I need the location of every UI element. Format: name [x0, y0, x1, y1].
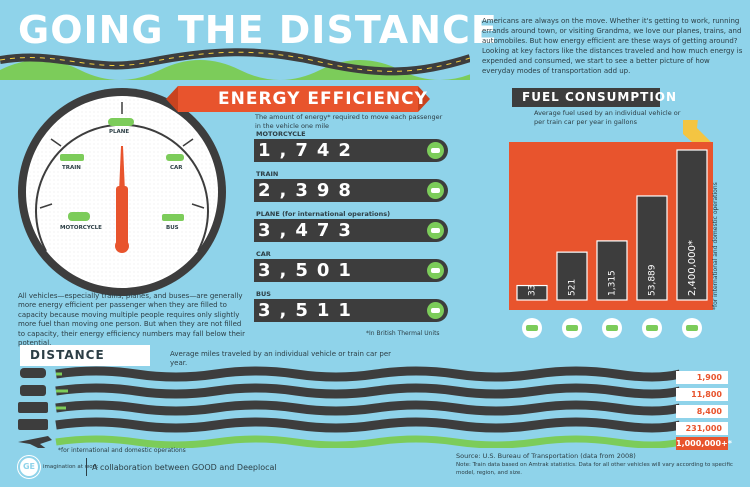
fuel-title-banner: [512, 88, 660, 107]
energy-row-label: MOTORCYCLE: [256, 130, 306, 138]
energy-title-banner: [166, 86, 430, 112]
bus-icon-glyph: [606, 325, 618, 331]
energy-row: 3,473: [254, 219, 448, 242]
fuel-bar: [556, 251, 588, 301]
collaboration-credit: A collaboration between GOOD and Deeploc…: [92, 463, 277, 472]
fuel-bar-label: 33: [528, 285, 538, 296]
fuel-side-note: *for international and domestic operatio…: [712, 182, 719, 310]
distance-roads: [18, 366, 680, 448]
energy-description: The amount of energy* required to move e…: [255, 113, 443, 130]
plane-icon: [18, 436, 52, 448]
fuel-bar-label: 53,889: [648, 264, 658, 296]
road-illustration: [0, 48, 470, 80]
energy-row-label: TRAIN: [256, 170, 279, 178]
fuel-title: FUEL CONSUMPTION: [522, 90, 678, 104]
distance-description: Average miles traveled by an individual …: [170, 350, 392, 367]
energy-value: 3,473: [258, 220, 360, 241]
energy-value: 3,511: [258, 300, 360, 321]
plane-icon-glyph: [686, 325, 698, 331]
gauge-label-motorcycle: MOTORCYCLE: [60, 225, 102, 231]
energy-row: 3,511: [254, 299, 448, 322]
energy-value: 1,742: [258, 140, 360, 161]
fuel-bar: [596, 240, 628, 301]
plane-icon: [108, 118, 134, 126]
energy-body-text: All vehicles—especially trains, planes, …: [18, 292, 246, 348]
bus-icon: [18, 402, 48, 413]
distance-value: 231,000: [676, 422, 728, 435]
car-icon-glyph: [566, 325, 578, 331]
energy-row-label: CAR: [256, 250, 271, 258]
fuel-bar: [676, 149, 708, 301]
ge-tagline: imagination at work: [43, 464, 98, 470]
train-icon: [60, 154, 84, 161]
distance-value: 1,900: [676, 371, 728, 384]
ge-logo: GE: [18, 456, 40, 478]
fuel-bar-label: 521: [568, 279, 578, 296]
energy-row: 3,501: [254, 259, 448, 282]
energy-title: ENERGY EFFICIENCY: [218, 89, 428, 109]
car-icon: [427, 262, 444, 279]
fuel-bar: [516, 284, 548, 301]
car-icon: [166, 154, 184, 161]
intro-text: Americans are always on the move. Whethe…: [482, 17, 743, 75]
energy-row: 2,398: [254, 179, 448, 202]
distance-value: 1,000,000+*: [676, 437, 732, 450]
energy-row: 1,742: [254, 139, 448, 162]
motorcycle-icon: [20, 368, 46, 378]
bus-icon: [427, 302, 444, 319]
energy-row-label: PLANE (for international operations): [256, 210, 391, 218]
bus-icon: [162, 214, 184, 221]
gauge-label-bus: BUS: [166, 225, 179, 231]
footer-divider: [86, 458, 87, 476]
energy-footnote: *In British Thermal Units: [366, 330, 440, 337]
train-icon: [18, 419, 48, 430]
page-title: GOING THE DISTANCE: [18, 8, 498, 52]
energy-value: 3,501: [258, 260, 360, 281]
distance-value: 8,400: [676, 405, 728, 418]
distance-title: DISTANCE: [30, 348, 105, 362]
distance-footnote: *for international and domestic operatio…: [58, 447, 186, 454]
distance-title-banner: [20, 345, 150, 366]
motorcycle-icon: [427, 142, 444, 159]
energy-row-label: BUS: [256, 290, 271, 298]
fuel-chart: 33 521 1,315 53,889 2,400,000*: [509, 120, 713, 338]
source-note: Note: Train data based on Amtrak statist…: [456, 462, 733, 476]
plane-icon: [427, 222, 444, 239]
distance-value: 11,800: [676, 388, 728, 401]
gauge-label-train: TRAIN: [62, 165, 81, 171]
fuel-bar: [636, 195, 668, 301]
motorcycle-icon: [68, 212, 90, 221]
gauge-label-plane: PLANE: [109, 129, 130, 135]
train-icon: [427, 182, 444, 199]
source-credit: Source: U.S. Bureau of Transportation (d…: [456, 452, 636, 460]
car-icon: [20, 385, 46, 396]
fuel-bar-label: 1,315: [608, 270, 618, 296]
train-icon-glyph: [646, 325, 658, 331]
efficiency-gauge: [18, 88, 226, 296]
energy-value: 2,398: [258, 180, 360, 201]
fuel-bar-label: 2,400,000*: [687, 240, 698, 296]
motorcycle-icon-glyph: [526, 325, 538, 331]
gauge-label-car: CAR: [170, 165, 183, 171]
fuel-description: Average fuel used by an individual vehic…: [534, 109, 681, 126]
